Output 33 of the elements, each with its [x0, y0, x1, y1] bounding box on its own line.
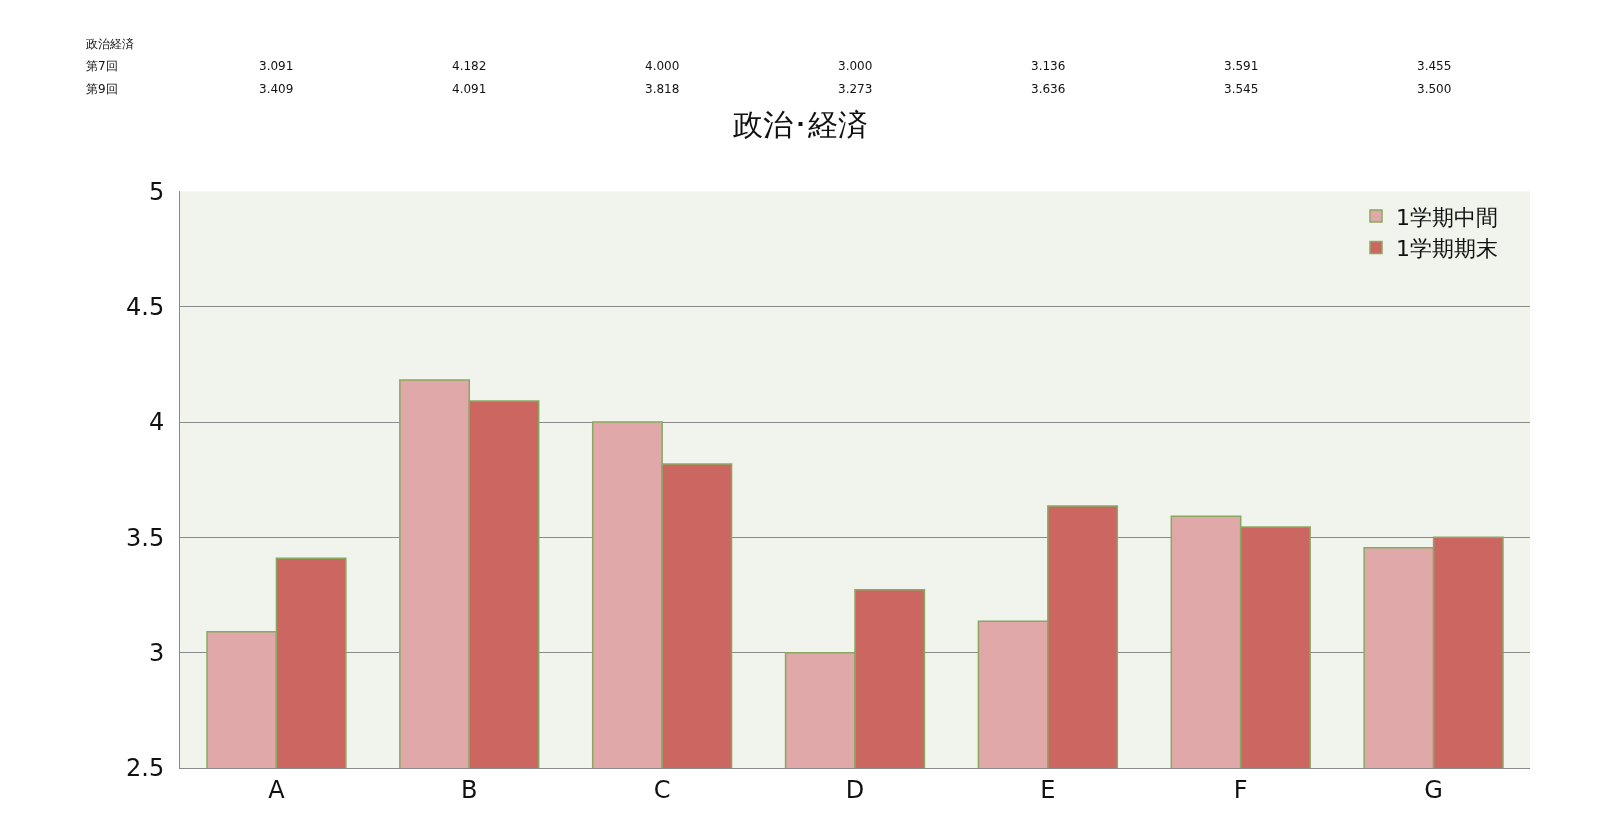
- x-tick-label: E: [1040, 775, 1056, 804]
- data-label: 4.000: [645, 59, 680, 73]
- data-label: 3.591: [1224, 59, 1259, 73]
- y-tick-label: 3: [148, 639, 165, 668]
- y-tick-label: 2.5: [126, 754, 165, 783]
- x-tick-label: B: [461, 775, 478, 804]
- text: 第9回: [86, 82, 118, 96]
- data-label: 3.818: [645, 82, 680, 96]
- chart-title: 政治･経済: [732, 106, 868, 142]
- x-tick-label: C: [653, 775, 671, 804]
- text: 第7回: [86, 59, 118, 73]
- data-label: 3.273: [838, 82, 873, 96]
- legend-label: 1学期中間: [1396, 204, 1498, 230]
- data-label: 4.182: [452, 59, 487, 73]
- data-label: 3.409: [259, 82, 294, 96]
- legend-label: 1学期期末: [1396, 236, 1498, 262]
- y-tick-label: 4.5: [126, 293, 165, 322]
- data-label: 3.455: [1417, 59, 1452, 73]
- data-label: 3.545: [1224, 82, 1259, 96]
- data-label: 4.091: [452, 82, 487, 96]
- y-tick-label: 5: [148, 177, 165, 206]
- x-tick-label: G: [1424, 775, 1443, 804]
- x-tick-label: D: [845, 775, 865, 804]
- x-tick-label: F: [1233, 775, 1248, 804]
- data-label: 3.091: [259, 59, 294, 73]
- x-tick-label: A: [268, 775, 286, 804]
- data-label: 3.636: [1031, 82, 1066, 96]
- data-label: 3.136: [1031, 59, 1066, 73]
- text: 政治経済: [86, 37, 134, 51]
- y-tick-label: 4: [148, 408, 165, 437]
- data-label: 3.500: [1417, 82, 1452, 96]
- data-label: 3.000: [838, 59, 873, 73]
- y-tick-label: 3.5: [126, 523, 165, 552]
